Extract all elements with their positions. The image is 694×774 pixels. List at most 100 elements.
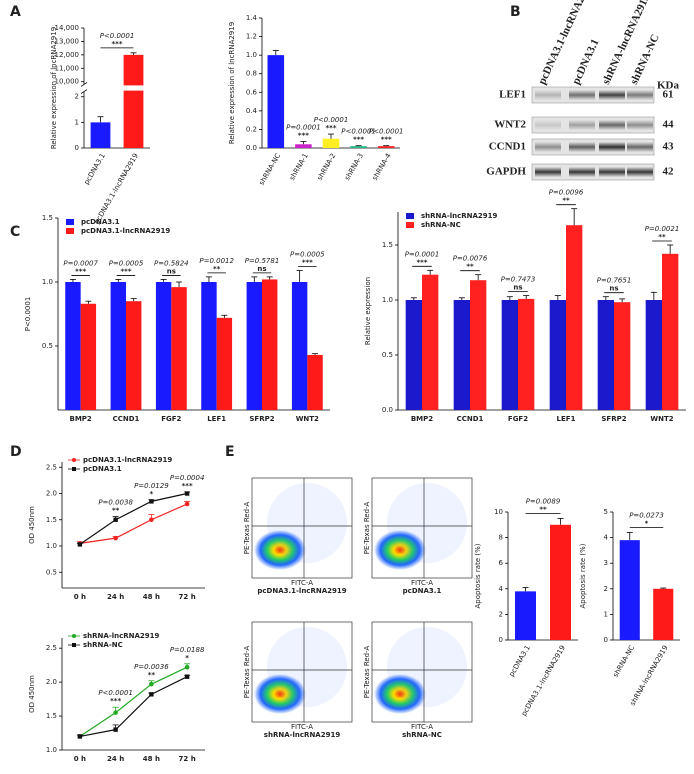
cell-cloud xyxy=(374,530,426,570)
y-tick-label: 10,000 xyxy=(55,78,80,86)
error-bar xyxy=(97,116,104,123)
flow-x-label: FITC-A xyxy=(291,579,313,587)
y-tick-label: 11,000 xyxy=(55,64,80,72)
protein-label: GAPDH xyxy=(486,166,526,178)
y-tick-label: 4 xyxy=(604,534,609,542)
error-bar xyxy=(115,279,122,282)
error-bar xyxy=(266,276,273,280)
bar xyxy=(90,122,111,148)
p-value: P<0.0001 xyxy=(98,689,133,697)
bar xyxy=(216,317,233,410)
point xyxy=(184,674,190,679)
significance: ** xyxy=(658,233,666,241)
point xyxy=(149,692,154,697)
bar xyxy=(110,282,126,410)
significance: ** xyxy=(539,505,547,513)
legend-label: shRNA-lncRNA2919 xyxy=(421,212,498,220)
y-tick-label: 0 xyxy=(604,636,608,644)
p-value: P=0.0001 xyxy=(405,250,440,258)
point xyxy=(77,542,83,547)
x-tick-label: shRNA-4 xyxy=(371,152,393,182)
bar xyxy=(405,300,422,410)
y-tick-label: 6 xyxy=(499,559,504,567)
unit-label: KDa xyxy=(657,80,680,92)
bar xyxy=(246,282,262,410)
bar xyxy=(123,54,144,148)
blot-band xyxy=(627,120,653,130)
x-tick-label: LEF1 xyxy=(557,415,576,423)
x-tick-label: 24 h xyxy=(107,593,124,601)
point xyxy=(113,535,118,541)
kda-label: 61 xyxy=(663,89,674,101)
y-tick-label: 2.5 xyxy=(46,644,57,652)
y-tick-label: 0.5 xyxy=(42,342,53,350)
p-value: P=0.0001 xyxy=(286,124,321,132)
y-axis-label: Relative expression of lncRNA2919 xyxy=(50,27,58,149)
y-tick-label: 10 xyxy=(494,508,503,516)
panel-label: B xyxy=(510,4,521,20)
blot-band xyxy=(599,142,625,152)
lane-label: shRNA-NC xyxy=(628,32,662,86)
y-tick-label: 1.0 xyxy=(42,278,53,286)
legend-swatch xyxy=(66,219,74,225)
x-tick-label: shRNA-NC xyxy=(258,152,283,187)
x-tick-label: 0 h xyxy=(74,593,86,601)
legend-label: pcDNA3.1-lncRNA2919 xyxy=(83,456,172,464)
bar xyxy=(619,540,640,640)
x-tick-label: WNT2 xyxy=(650,415,673,423)
flow-plot-label: pcDNA3.1-lncRNA2919 xyxy=(257,587,346,595)
western-blot: pcDNA3.1-lncRNA2919pcDNA3.1shRNA-lncRNA2… xyxy=(486,0,680,181)
y-tick-label: 14,000 xyxy=(55,24,80,32)
significance: * xyxy=(645,519,649,527)
legend-swatch xyxy=(406,213,414,219)
panel-label: C xyxy=(10,224,20,240)
y-tick-label: 0.5 xyxy=(382,351,393,359)
cell-cloud xyxy=(254,674,306,714)
blot-band xyxy=(569,120,595,130)
protein-label: CCND1 xyxy=(489,141,526,153)
p-value: P=0.0007 xyxy=(63,259,98,267)
blot-band xyxy=(599,120,625,130)
y-tick-label: 0.6 xyxy=(246,88,258,96)
point xyxy=(184,491,190,496)
error-bar xyxy=(458,297,465,300)
bar xyxy=(295,144,312,148)
error-bar xyxy=(427,269,434,275)
blot-band xyxy=(599,167,625,177)
p-value: P=0.0273 xyxy=(629,511,664,519)
x-tick-label: BMP2 xyxy=(411,415,433,423)
bar xyxy=(307,354,323,410)
legend-swatch xyxy=(406,222,414,228)
y-tick-label: 0 xyxy=(499,636,503,644)
y-tick-label: 1.0 xyxy=(46,746,57,754)
series-line xyxy=(79,492,188,545)
legend-label: shRNA-lncRNA2919 xyxy=(83,632,160,640)
flow-plot-label: shRNA-lncRNA2919 xyxy=(264,731,341,739)
flow-x-label: FITC-A xyxy=(291,723,313,731)
bar xyxy=(645,300,662,410)
bar xyxy=(377,146,395,148)
y-tick-label: 2 xyxy=(75,93,79,101)
legend-label: pcDNA3.1 xyxy=(81,218,120,226)
point xyxy=(113,517,118,522)
p-value: P=0.0089 xyxy=(526,497,561,505)
significance: * xyxy=(150,490,154,498)
error-bar xyxy=(522,587,529,592)
bar xyxy=(171,287,187,410)
y-tick-label: 0.8 xyxy=(246,70,257,78)
bar xyxy=(262,279,278,410)
x-tick-label: shRNA-NC xyxy=(612,644,637,679)
flow-y-label: PE-Texas Red-A xyxy=(363,502,371,555)
blot-band xyxy=(535,142,561,152)
error-bar xyxy=(85,300,92,304)
y-axis-label: P<0.0001 xyxy=(24,297,32,332)
y-tick-label: 3 xyxy=(604,559,608,567)
error-bar xyxy=(667,244,674,254)
bar xyxy=(80,303,97,410)
y-tick-label: 1.4 xyxy=(246,14,258,22)
point xyxy=(77,734,83,739)
cell-cloud xyxy=(374,674,426,714)
error-bar xyxy=(571,208,578,226)
error-bar xyxy=(312,353,319,355)
bar xyxy=(422,274,439,410)
